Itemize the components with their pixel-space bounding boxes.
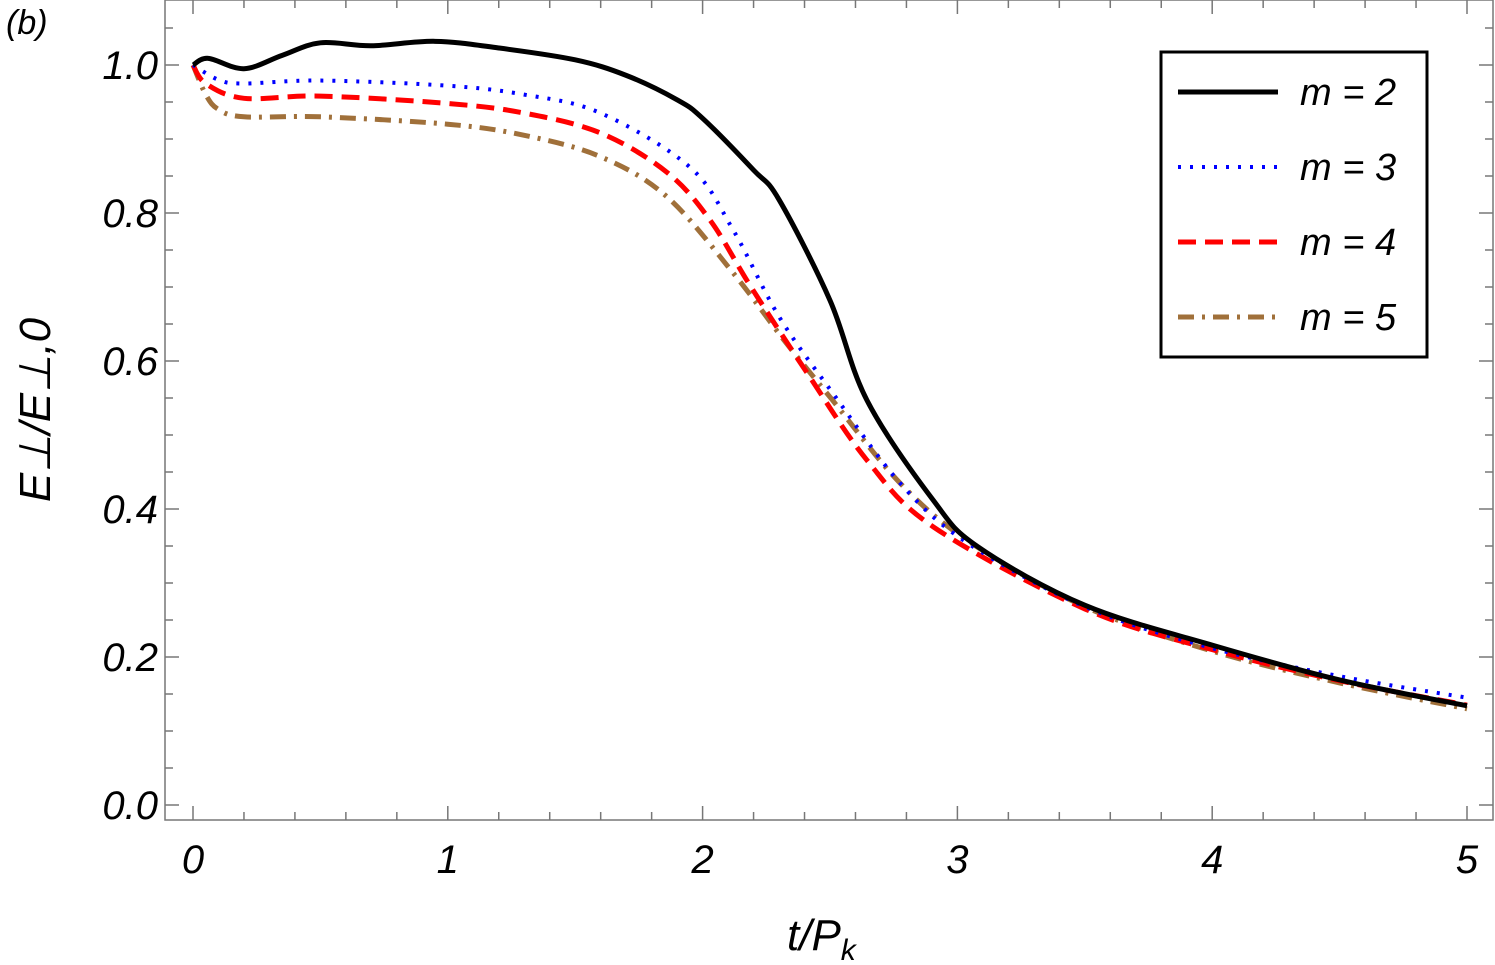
x-axis-label-sub: k [841, 934, 858, 965]
x-tick-label: 2 [690, 838, 713, 882]
series-lines [190, 38, 1468, 712]
plot-frame [164, 0, 1494, 821]
y-tick-label: 0.8 [102, 192, 158, 236]
y-tick-labels: 0.0 0.2 0.4 0.6 0.8 1.0 [102, 44, 158, 828]
x-tick-label: 1 [437, 838, 459, 882]
legend-label: m = 5 [1300, 297, 1397, 339]
series-line-m2 [191, 38, 1468, 709]
x-tick-labels: 0 1 2 3 4 5 [182, 838, 1479, 882]
y-tick-label: 0.6 [102, 340, 158, 384]
y-tick-label: 0.2 [102, 636, 158, 680]
x-axis-label-main: t/P [787, 911, 841, 960]
x-tick-label: 5 [1456, 838, 1479, 882]
y-tick-label: 0.0 [102, 784, 158, 828]
x-tick-label: 0 [182, 838, 204, 882]
y-axis-label: E⊥/E⊥,0 [11, 317, 60, 502]
y-tick-label: 1.0 [102, 44, 158, 88]
legend-label: m = 3 [1300, 147, 1396, 189]
ticks [165, 0, 1493, 820]
legend-label: m = 4 [1300, 222, 1396, 264]
x-tick-label: 4 [1201, 838, 1223, 882]
legend-label: m = 2 [1300, 72, 1396, 114]
y-tick-label: 0.4 [102, 488, 158, 532]
series-line-m4 [190, 63, 1468, 708]
x-tick-label: 3 [946, 838, 968, 882]
legend-box [1159, 50, 1429, 359]
panel-label: (b) [6, 4, 48, 42]
legend: m = 2 m = 3 m = 4 m = 5 [1159, 50, 1429, 359]
x-axis-label: t/Pk [787, 911, 858, 965]
